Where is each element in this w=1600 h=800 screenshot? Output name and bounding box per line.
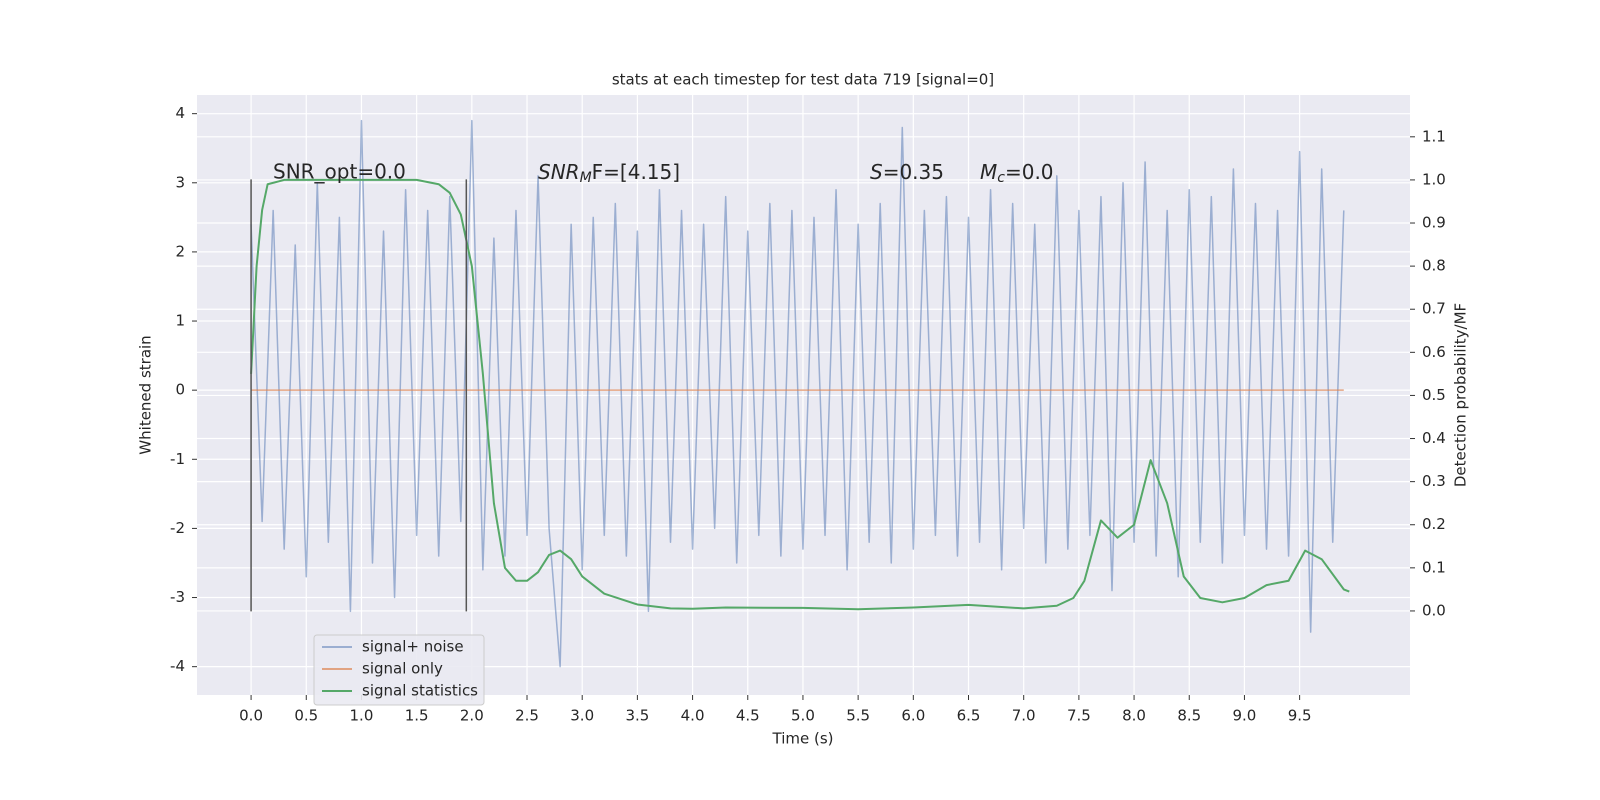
x-tick-label: 6.5 (957, 707, 981, 725)
legend: signal+ noise signal only signal statistic… (313, 634, 485, 706)
x-tick-label: 2.5 (515, 707, 539, 725)
x-tick-label: 5.0 (791, 707, 815, 725)
y-tick-label: 4 (175, 104, 185, 122)
x-tick-label: 3.0 (570, 707, 594, 725)
y2-tick-label: 0.6 (1422, 343, 1446, 361)
x-tick-label: 6.0 (901, 707, 925, 725)
y2-axis-label: Detection probability/MF (1452, 303, 1470, 487)
x-tick-label: 4.0 (681, 707, 705, 725)
legend-box (313, 634, 485, 706)
series-line (250, 119, 1345, 668)
legend-label: signal only (362, 660, 443, 678)
legend-label: signal+ noise (362, 638, 464, 656)
y-tick-label: -3 (170, 588, 185, 606)
annotation-main: S (870, 160, 883, 184)
x-tick-label: 1.0 (350, 707, 374, 725)
y-tick-label: 1 (175, 312, 185, 330)
annotation: SNRMF=[4.15] (538, 160, 680, 187)
annotation: S=0.35 (870, 160, 944, 184)
x-tick-label: 0.0 (239, 707, 263, 725)
x-tick-label: 3.5 (625, 707, 649, 725)
y-tick-label: 2 (175, 242, 185, 260)
y-tick-label: -1 (170, 450, 185, 468)
y2-tick-label: 1.0 (1422, 170, 1446, 188)
y2-tick-label: 0.0 (1422, 601, 1446, 619)
chart-title: stats at each timestep for test data 719… (612, 71, 994, 89)
y-tick-label: -2 (170, 519, 185, 537)
annotation-rest: =0.35 (883, 160, 944, 184)
annotation-rest: =0.0 (1005, 160, 1054, 184)
series-line (250, 178, 1350, 611)
annotation-rest: F=[4.15] (592, 160, 680, 184)
y-tick-label: 3 (175, 173, 185, 191)
y2-tick-label: 0.3 (1422, 472, 1446, 490)
y2-tick-label: 0.4 (1422, 429, 1446, 447)
y2-tick-label: 0.7 (1422, 300, 1446, 318)
x-tick-label: 8.5 (1177, 707, 1201, 725)
x-tick-label: 1.5 (405, 707, 429, 725)
x-tick-label: 9.0 (1233, 707, 1257, 725)
x-tick-label: 7.0 (1012, 707, 1036, 725)
x-tick-label: 0.5 (294, 707, 318, 725)
y2-tick-label: 0.8 (1422, 257, 1446, 275)
annotation-main: M (980, 160, 997, 184)
annotation: Mc=0.0 (980, 160, 1054, 187)
x-tick-label: 4.5 (736, 707, 760, 725)
x-axis-label: Time (s) (772, 730, 834, 748)
x-tick-label: 5.5 (846, 707, 870, 725)
y-axis-label: Whitened strain (137, 335, 155, 454)
y2-tick-label: 1.1 (1422, 127, 1446, 145)
annotation-sub: M (580, 170, 592, 186)
y-tick-label: -4 (170, 657, 185, 675)
x-tick-label: 2.0 (460, 707, 484, 725)
y2-tick-label: 0.1 (1422, 558, 1446, 576)
annotation: SNR_opt=0.0 (273, 160, 406, 184)
x-tick-label: 8.0 (1122, 707, 1146, 725)
y-tick-label: 0 (175, 381, 185, 399)
y2-tick-label: 0.9 (1422, 214, 1446, 232)
annotation-sub: c (997, 170, 1005, 186)
x-tick-label: 7.5 (1067, 707, 1091, 725)
x-tick-label: 9.5 (1288, 707, 1312, 725)
legend-label: signal statistics (362, 682, 478, 700)
y2-tick-label: 0.5 (1422, 386, 1446, 404)
annotation-main: SNR (538, 160, 580, 184)
y2-tick-label: 0.2 (1422, 515, 1446, 533)
